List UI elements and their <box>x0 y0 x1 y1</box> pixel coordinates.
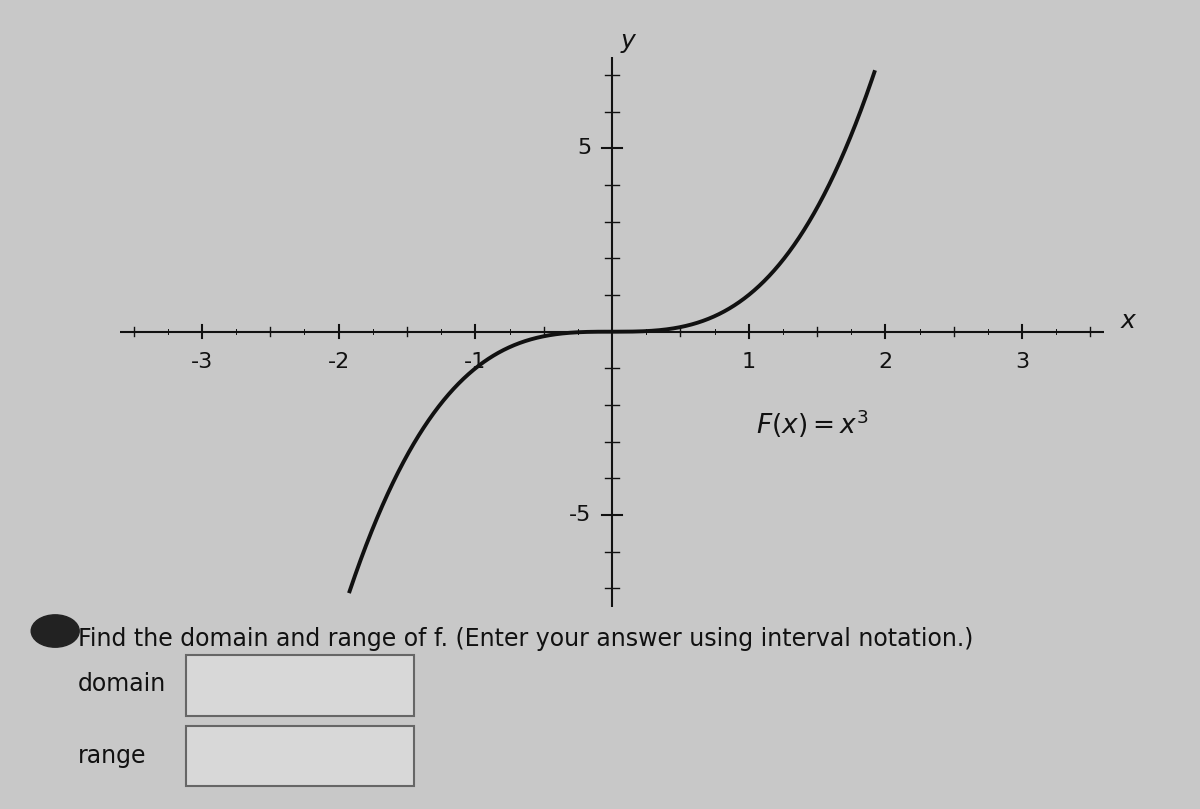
Text: -5: -5 <box>569 505 592 525</box>
Text: y: y <box>622 29 636 53</box>
Text: Find the domain and range of f. (Enter your answer using interval notation.): Find the domain and range of f. (Enter y… <box>78 627 973 651</box>
Text: $F(x) = x^3$: $F(x) = x^3$ <box>756 407 869 439</box>
Text: range: range <box>78 744 146 769</box>
Text: 5: 5 <box>577 138 592 159</box>
Text: 2: 2 <box>878 352 893 372</box>
Text: -3: -3 <box>191 352 214 372</box>
Text: domain: domain <box>78 671 167 696</box>
Text: 3: 3 <box>1015 352 1030 372</box>
Text: x: x <box>1121 309 1135 332</box>
Text: 1: 1 <box>742 352 756 372</box>
Text: -2: -2 <box>328 352 349 372</box>
Text: -1: -1 <box>464 352 486 372</box>
